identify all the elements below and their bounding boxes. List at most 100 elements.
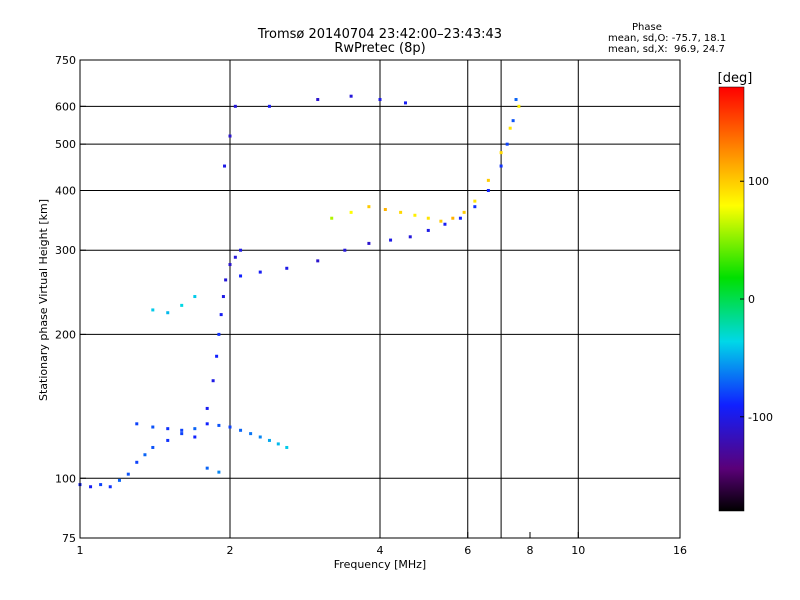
data-points (78, 94, 521, 489)
data-point (205, 422, 209, 426)
data-point (389, 238, 393, 242)
data-point (511, 119, 515, 123)
data-point (473, 199, 477, 203)
data-point (217, 332, 221, 336)
data-point (349, 94, 353, 98)
data-point (399, 210, 403, 214)
data-point (473, 205, 477, 209)
data-point (193, 435, 197, 439)
colorbar (718, 86, 745, 512)
data-point (426, 216, 430, 220)
phase-stat-x: mean, sd,X: 96.9, 24.7 (608, 44, 725, 55)
data-point (193, 427, 197, 431)
data-point (193, 295, 197, 299)
data-point (117, 478, 121, 482)
data-point (458, 216, 462, 220)
data-point (219, 313, 223, 317)
data-point (413, 213, 417, 217)
colorbar-ticks: 100 0 -100 (740, 175, 773, 424)
data-point (211, 379, 215, 383)
x-tick-label: 6 (464, 544, 471, 557)
colorbar-tick-label: -100 (748, 411, 773, 424)
data-point (439, 219, 443, 223)
data-point (108, 485, 112, 489)
x-tick-label: 16 (673, 544, 687, 557)
data-point (499, 164, 503, 168)
data-point (276, 442, 280, 446)
colorbar-tick-label: 0 (748, 293, 755, 306)
data-point (383, 208, 387, 212)
colorbar-unit: [deg] (718, 71, 753, 86)
data-point (224, 278, 228, 282)
y-tick-label: 750 (55, 54, 76, 67)
data-point (267, 104, 271, 108)
chart-title: Tromsø 20140704 23:42:00–23:43:43 (257, 27, 503, 42)
y-tick-label: 200 (55, 328, 76, 341)
data-point (205, 466, 209, 470)
phase-heading: Phase (632, 22, 662, 33)
colorbar-tick-label: 100 (748, 175, 769, 188)
data-point (499, 151, 503, 155)
data-point (233, 104, 237, 108)
data-point (126, 472, 130, 476)
data-point (239, 274, 243, 278)
data-point (349, 210, 353, 214)
data-point (285, 266, 289, 270)
data-point (451, 216, 455, 220)
data-point (233, 255, 237, 259)
phase-stat-o: mean, sd,O: -75.7, 18.1 (608, 33, 727, 44)
y-tick-label: 600 (55, 100, 76, 113)
x-axis-ticks: 1 2 4 6 8 10 16 (77, 532, 687, 557)
data-point (462, 210, 466, 214)
data-point (249, 432, 253, 436)
data-point (151, 425, 155, 429)
data-point (143, 453, 147, 457)
data-point (228, 425, 232, 429)
data-point (285, 445, 289, 449)
data-point (221, 295, 225, 299)
y-tick-label: 100 (55, 472, 76, 485)
x-tick-label: 2 (227, 544, 234, 557)
data-point (367, 205, 371, 209)
data-point (514, 98, 518, 102)
x-axis-label: Frequency [MHz] (334, 558, 426, 571)
data-point (316, 259, 320, 263)
x-tick-label: 8 (527, 544, 534, 557)
data-point (239, 428, 243, 432)
data-point (505, 142, 509, 146)
data-point (166, 311, 170, 315)
data-point (166, 427, 170, 431)
data-point (258, 435, 262, 439)
data-point (403, 101, 407, 105)
data-point (316, 98, 320, 102)
x-tick-label: 4 (377, 544, 384, 557)
data-point (258, 270, 262, 274)
data-point (367, 241, 371, 245)
data-point (267, 438, 271, 442)
data-point (135, 422, 139, 426)
data-point (151, 445, 155, 449)
y-tick-label: 500 (55, 138, 76, 151)
data-point (151, 308, 155, 312)
data-point (135, 460, 139, 464)
data-point (223, 164, 227, 168)
data-point (205, 406, 209, 410)
y-axis-label: Stationary phase Virtual Height [km] (37, 199, 50, 401)
data-point (443, 222, 447, 226)
y-axis-ticks: 75 100 200 300 400 500 600 750 (55, 54, 86, 545)
data-point (330, 216, 334, 220)
data-point (99, 483, 103, 487)
data-point (217, 470, 221, 474)
data-point (239, 248, 243, 252)
data-point (426, 228, 430, 232)
x-tick-label: 1 (77, 544, 84, 557)
data-point (180, 303, 184, 307)
data-point (508, 126, 512, 130)
data-point (89, 485, 93, 489)
data-point (228, 134, 232, 138)
x-tick-label: 10 (571, 544, 585, 557)
y-tick-label: 300 (55, 244, 76, 257)
data-point (228, 263, 232, 267)
